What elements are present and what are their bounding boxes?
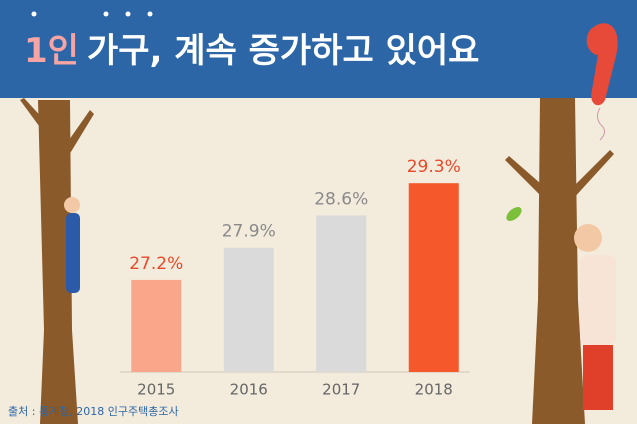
x-tick-label: 2015 <box>137 381 175 399</box>
value-label: 29.3% <box>407 157 461 177</box>
person-right-body <box>580 255 616 345</box>
bar <box>316 215 367 372</box>
title-rest: 가구, 계속 증가하고 있어요 <box>87 31 480 71</box>
balloon-string <box>596 107 606 141</box>
value-label: 27.2% <box>129 254 183 274</box>
tree-left <box>38 100 78 424</box>
bar <box>408 183 459 372</box>
value-label: 28.6% <box>314 189 368 209</box>
balloon <box>586 23 618 106</box>
chart-title: 1인 가구, 계속 증가하고 있어요 <box>24 31 479 71</box>
person-right <box>574 224 602 252</box>
title-dots <box>31 11 153 17</box>
person-left-body <box>66 213 80 293</box>
person-left <box>64 197 80 213</box>
bar <box>223 247 274 372</box>
x-tick-label: 2018 <box>415 381 453 399</box>
title-highlight: 1인 <box>24 31 79 71</box>
value-label: 27.9% <box>222 222 276 242</box>
x-tick-label: 2017 <box>322 381 360 399</box>
leaf <box>506 207 522 221</box>
x-tick-label: 2016 <box>230 381 268 399</box>
source: 출처 : 통계청, 2018 인구주택총조사 <box>8 405 179 418</box>
tree-branches <box>20 98 94 160</box>
tree-right-branches <box>505 150 614 200</box>
person-right-skirt <box>583 345 613 410</box>
tree-right <box>532 98 585 424</box>
bar <box>131 279 182 372</box>
